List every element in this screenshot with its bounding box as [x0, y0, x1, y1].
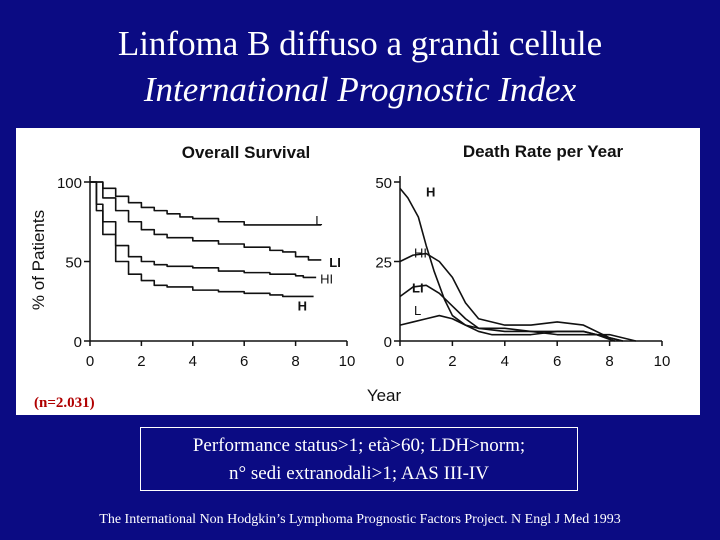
- os-y-tick-label: 50: [65, 255, 82, 272]
- os-y-tick-label: 100: [57, 175, 82, 192]
- os-y-tick-label: 0: [74, 334, 82, 351]
- citation: The International Non Hodgkin’s Lymphoma…: [99, 512, 621, 527]
- dr-y-tick-label: 0: [384, 334, 392, 351]
- criteria-line-2: n° sedi extranodali>1; AAS III-IV: [229, 463, 489, 484]
- dr-y-tick-label: 50: [375, 175, 392, 192]
- slide-title: Linfoma B diffuso a grandi cellule: [117, 24, 603, 63]
- sample-size-label: (n=2.031): [34, 395, 95, 411]
- dr-y-tick-label: 25: [375, 255, 392, 272]
- dr-series-h: [399, 187, 616, 342]
- os-x-tick-label: 8: [291, 353, 299, 370]
- dr-x-tick-label: 10: [654, 353, 671, 370]
- os-y-axis-label: % of Patients: [29, 210, 48, 310]
- dr-x-tick-label: 0: [396, 353, 404, 370]
- os-x-tick-label: 2: [137, 353, 145, 370]
- dr-x-tick-label: 8: [605, 353, 613, 370]
- os-x-tick-label: 4: [189, 353, 197, 370]
- dr-series-label-li: LI: [412, 280, 424, 295]
- criteria-line-1: Performance status>1; età>60; LDH>norm;: [192, 435, 526, 456]
- dr-series-hi: [399, 252, 623, 342]
- os-chart-title: Overall Survival: [182, 143, 311, 162]
- os-series-label-l: L: [315, 213, 322, 228]
- dr-x-tick-label: 4: [501, 353, 509, 370]
- dr-series-l: [399, 314, 636, 342]
- os-series-hi: [90, 181, 317, 279]
- os-series-label-li: LI: [329, 255, 341, 270]
- os-x-tick-label: 10: [339, 353, 356, 370]
- slide-subtitle: International Prognostic Index: [143, 70, 577, 109]
- os-series-l: [90, 181, 322, 226]
- dr-series-li: [399, 284, 623, 342]
- dr-chart-title: Death Rate per Year: [463, 142, 624, 161]
- chart-panel: Overall Survival 0 50 100 0 2 4 6 8 10% of Patien…: [16, 128, 700, 415]
- os-series-label-h: H: [298, 298, 307, 313]
- os-x-tick-label: 0: [86, 353, 94, 370]
- os-series-label-hi: HI: [320, 271, 333, 286]
- os-series-li: [90, 181, 322, 261]
- dr-x-tick-label: 6: [553, 353, 561, 370]
- dr-series-label-l: L: [414, 303, 421, 318]
- dr-x-tick-label: 2: [448, 353, 456, 370]
- shared-x-axis-label: Year: [367, 386, 402, 405]
- os-x-tick-label: 6: [240, 353, 248, 370]
- os-series-h: [90, 181, 314, 298]
- ipi-criteria-box: Performance status>1; età>60; LDH>norm; …: [140, 427, 578, 491]
- dr-series-label-hi: HI: [414, 246, 427, 261]
- dr-series-label-h: H: [426, 184, 435, 199]
